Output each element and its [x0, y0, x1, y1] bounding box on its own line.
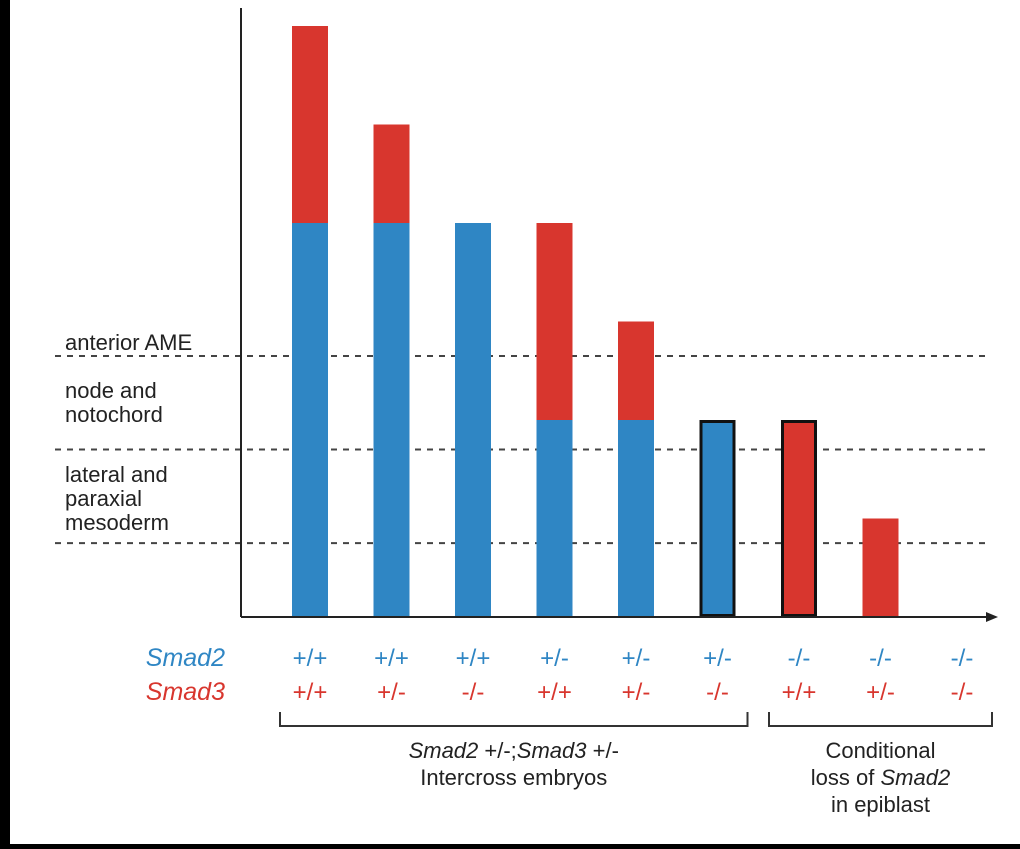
stacked-bar-chart: anterior AME node and notochord lateral and…	[55, 8, 998, 817]
genotype-smad2-2: +/+	[374, 645, 409, 672]
bar-outline-7	[781, 420, 817, 617]
genotype-labels: Smad2 Smad3 +/+ +/+ +/+ +/- +/+ -/- +/- +/+ +/- +/-…	[146, 644, 974, 706]
bracket-2	[768, 712, 993, 727]
row-label-smad3: Smad3	[146, 678, 225, 706]
axes	[240, 8, 998, 622]
threshold-label-3: lateral and paraxial mesoderm	[65, 462, 169, 535]
genotype-smad3-4: +/+	[537, 679, 572, 706]
bracket-label-2-main: loss of Smad2	[811, 765, 950, 790]
genotype-smad2-7: -/-	[788, 645, 811, 672]
genotype-smad2-3: +/+	[456, 645, 491, 672]
bar-smad2-5	[618, 420, 654, 617]
genotype-smad3-9: -/-	[951, 679, 974, 706]
x-axis-arrowhead	[986, 612, 998, 622]
genotype-smad2-9: -/-	[951, 645, 974, 672]
bar-smad2-1	[292, 223, 328, 617]
genotype-smad3-8: +/-	[866, 679, 895, 706]
bracket-label-1-line2: Intercross embryos	[420, 765, 607, 790]
bar-smad3-1	[292, 26, 328, 223]
genotype-smad3-5: +/-	[622, 679, 651, 706]
row-label-smad2: Smad2	[146, 644, 225, 672]
group-brackets: Smad2 +/-;Smad3 +/-Intercross embryos Con…	[279, 712, 993, 817]
bar-smad3-5	[618, 321, 654, 420]
genotype-smad2-4: +/-	[540, 645, 569, 672]
bracket-label-1-main: Smad2 +/-;Smad3 +/-	[409, 738, 619, 763]
genotype-smad3-2: +/-	[377, 679, 406, 706]
genotype-smad2-1: +/+	[293, 645, 328, 672]
bar-smad2-6	[699, 420, 736, 617]
bar-smad3-8	[862, 518, 899, 617]
bar-outline-6	[699, 420, 736, 617]
genotype-smad3-7: +/+	[782, 679, 817, 706]
bracket-label-2-line3: in epiblast	[831, 792, 930, 817]
bar-smad2-4	[536, 420, 573, 617]
bar-smad3-4	[536, 223, 573, 420]
bars	[292, 26, 899, 617]
bar-smad3-2	[373, 124, 410, 223]
threshold-lines	[55, 354, 988, 545]
genotype-smad3-6: -/-	[706, 679, 729, 706]
chart-panel: anterior AME node and notochord lateral and…	[10, 0, 1020, 844]
genotype-smad3-1: +/+	[293, 679, 328, 706]
threshold-label-2: node and notochord	[65, 378, 163, 427]
genotype-smad2-6: +/-	[703, 645, 732, 672]
bar-smad2-2	[373, 223, 410, 617]
genotype-smad2-8: -/-	[869, 645, 892, 672]
bracket-1	[279, 712, 749, 727]
bracket-label-2-line1: Conditional	[825, 738, 935, 763]
genotype-smad2-5: +/-	[622, 645, 651, 672]
bar-smad2-3	[455, 223, 491, 617]
threshold-labels: anterior AME node and notochord lateral and…	[65, 330, 192, 535]
bar-smad3-7	[781, 420, 817, 617]
genotype-smad3-3: -/-	[462, 679, 485, 706]
threshold-label-1: anterior AME	[65, 330, 192, 355]
